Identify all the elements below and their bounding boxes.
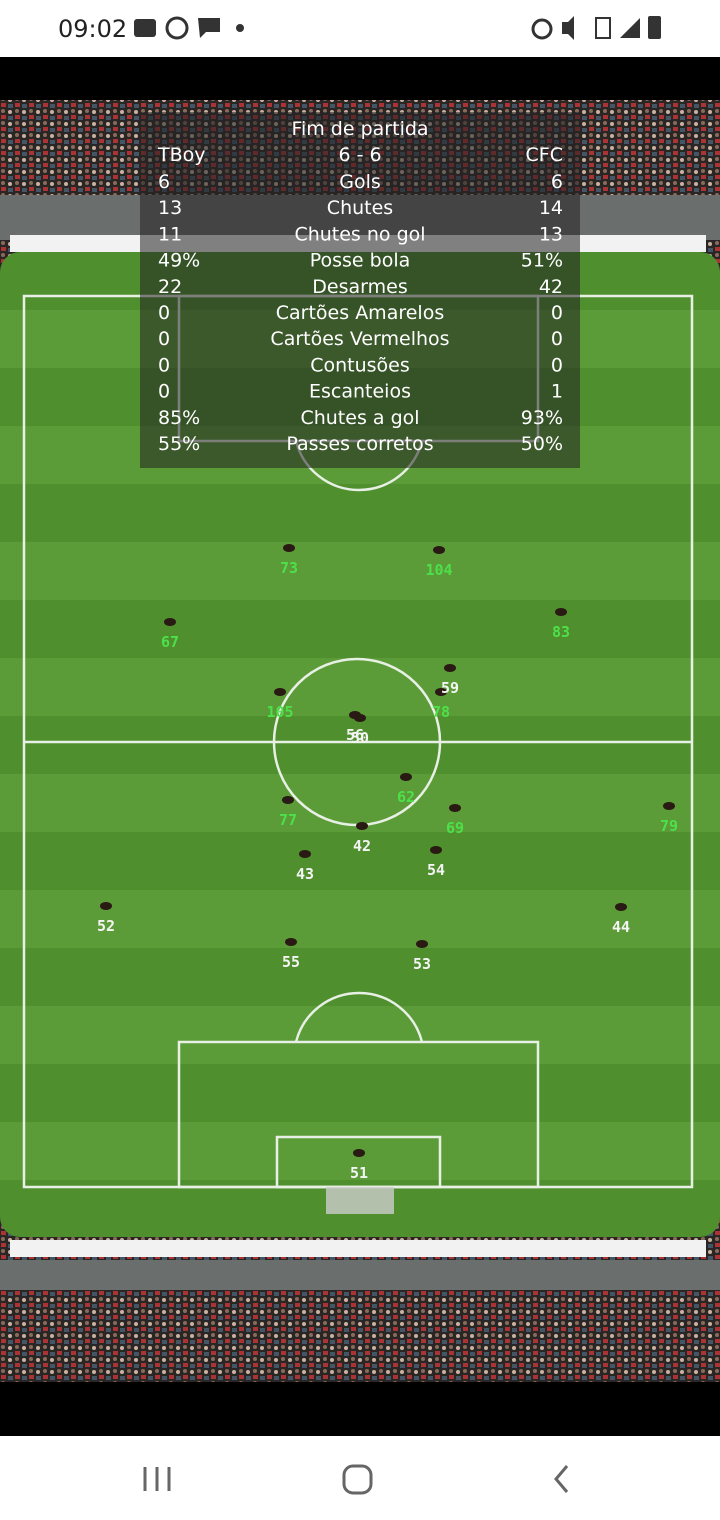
stat-right: 51%	[521, 250, 563, 272]
player-rating: 83	[552, 623, 570, 641]
player	[164, 618, 176, 626]
stat-label: Escanteios	[309, 381, 411, 403]
player	[100, 902, 112, 910]
stand-wall	[0, 1260, 720, 1290]
stat-right: 1	[551, 381, 563, 403]
stat-label: Gols	[339, 171, 381, 193]
stat-label: Cartões Vermelhos	[270, 328, 449, 350]
stat-left: 0	[158, 381, 170, 403]
player	[274, 688, 286, 696]
player-rating: 51	[350, 1164, 368, 1182]
stat-label: Posse bola	[310, 250, 411, 272]
player-rating: 73	[280, 559, 298, 577]
stat-label: Chutes a gol	[300, 407, 419, 429]
stat-right: 42	[539, 276, 563, 298]
stat-label: Chutes	[327, 197, 393, 219]
stat-label: Contusões	[310, 354, 410, 376]
stat-label: 6 - 6	[338, 144, 381, 166]
player	[615, 903, 627, 911]
stat-label: Chutes no gol	[294, 223, 425, 245]
status-icons	[134, 16, 661, 40]
player	[354, 714, 366, 722]
player-rating: 77	[279, 811, 297, 829]
stat-right: 13	[539, 223, 563, 245]
player-rating: 52	[97, 917, 115, 935]
stripe	[0, 542, 720, 600]
player	[663, 802, 675, 810]
stat-left: 0	[158, 302, 170, 324]
player	[416, 940, 428, 948]
player	[283, 544, 295, 552]
stat-left: 49%	[158, 250, 200, 272]
stripe	[0, 890, 720, 948]
player-rating: 79	[660, 817, 678, 835]
stripe	[0, 658, 720, 716]
ad-board	[10, 1240, 706, 1257]
stat-left: 11	[158, 223, 182, 245]
pitch	[0, 252, 720, 1237]
player	[433, 546, 445, 554]
player-rating: 43	[296, 865, 314, 883]
player-rating: 55	[282, 953, 300, 971]
player	[449, 804, 461, 812]
player	[353, 1149, 365, 1157]
stat-left: 0	[158, 354, 170, 376]
stat-left: 85%	[158, 407, 200, 429]
player-rating: 56	[346, 726, 364, 744]
stat-label: Cartões Amarelos	[276, 302, 444, 324]
player	[430, 846, 442, 854]
player-rating: 69	[446, 819, 464, 837]
player	[444, 664, 456, 672]
goal	[326, 1187, 394, 1214]
player-rating: 50	[351, 729, 369, 747]
player	[356, 822, 368, 830]
stat-left: 13	[158, 197, 182, 219]
stat-label: Desarmes	[312, 276, 407, 298]
stat-right: 93%	[521, 407, 563, 429]
stats-title: Fim de partida	[291, 118, 428, 140]
player-rating: 42	[353, 837, 371, 855]
stat-right: 50%	[521, 433, 563, 455]
player-rating: 105	[266, 703, 293, 721]
clock: 09:02	[58, 15, 127, 43]
stats-panel	[140, 112, 580, 468]
player	[435, 688, 447, 696]
stat-label: Passes corretos	[286, 433, 433, 455]
player	[555, 608, 567, 616]
stat-right: 0	[551, 302, 563, 324]
stat-right: 0	[551, 328, 563, 350]
stat-right: 14	[539, 197, 563, 219]
player-rating: 53	[413, 955, 431, 973]
status-bar	[0, 0, 720, 57]
player-rating: 54	[427, 861, 445, 879]
player	[299, 850, 311, 858]
stat-left: 6	[158, 171, 170, 193]
nav-buttons[interactable]	[143, 1464, 569, 1495]
nav-bar	[0, 1436, 720, 1520]
player	[400, 773, 412, 781]
stat-right: CFC	[526, 144, 563, 166]
player-rating: 67	[161, 633, 179, 651]
player	[285, 938, 297, 946]
player-rating: 59	[441, 679, 459, 697]
stat-left: TBoy	[157, 144, 206, 166]
player-rating: 104	[425, 561, 452, 579]
stat-left: 22	[158, 276, 182, 298]
stat-left: 0	[158, 328, 170, 350]
player-rating: 44	[612, 918, 630, 936]
player-rating: 62	[397, 788, 415, 806]
stripe	[0, 1006, 720, 1064]
player-rating: 78	[432, 703, 450, 721]
stat-left: 55%	[158, 433, 200, 455]
player	[282, 796, 294, 804]
stat-right: 6	[551, 171, 563, 193]
stat-right: 0	[551, 354, 563, 376]
